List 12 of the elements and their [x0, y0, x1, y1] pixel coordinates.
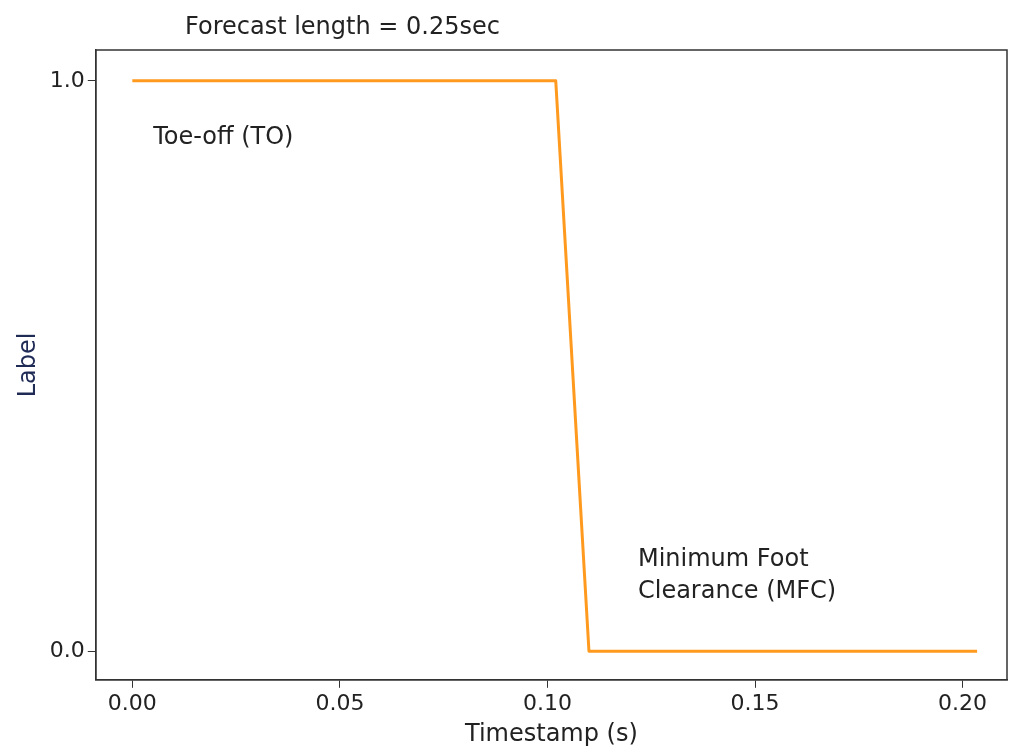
- x-tick-label: 0.20: [938, 689, 988, 715]
- x-tick-label: 0.05: [315, 689, 365, 715]
- chart-title: Forecast length = 0.25sec: [185, 12, 500, 40]
- x-tick-label: 0.10: [522, 689, 572, 715]
- y-tick-label: 0.0: [49, 637, 85, 662]
- x-tick-label: 0.15: [730, 689, 780, 715]
- x-axis-title: Timestamp (s): [463, 718, 638, 747]
- y-tick-label: 1.0: [49, 66, 85, 92]
- y-axis-title: Label: [12, 332, 41, 398]
- annotation: Minimum Foot Clearance (MFC): [637, 543, 837, 604]
- annotation: Toe-off (TO): [152, 122, 294, 151]
- x-tick-label: 0.00: [107, 689, 157, 715]
